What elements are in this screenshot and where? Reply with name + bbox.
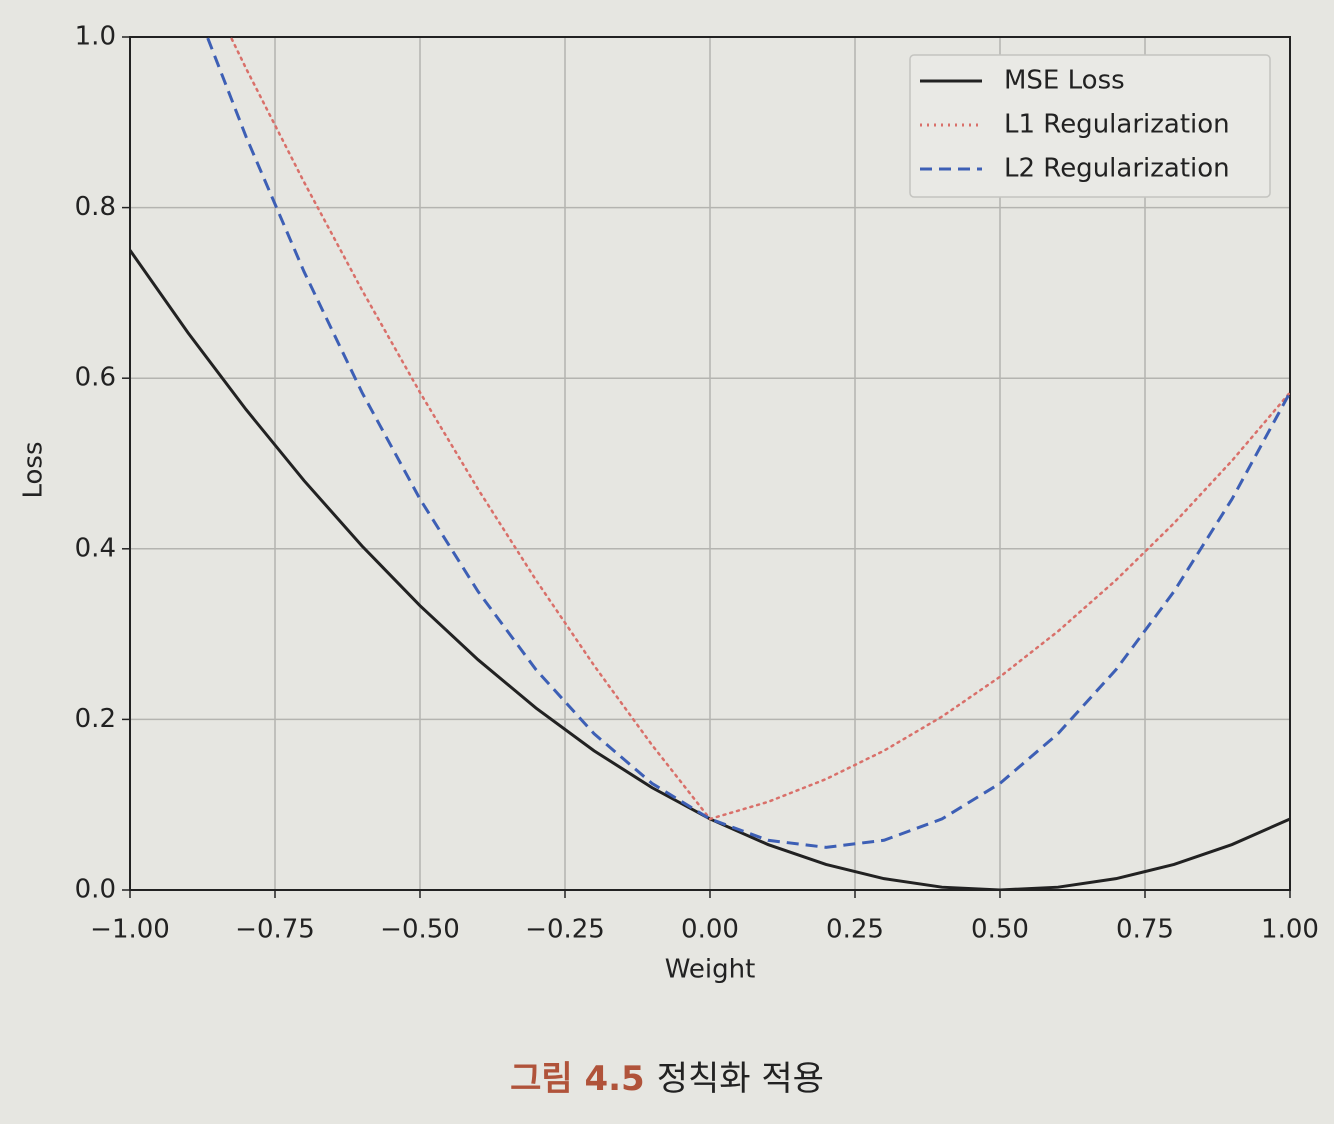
y-tick-label: 1.0	[75, 22, 116, 52]
x-tick-label: 1.00	[1261, 915, 1319, 945]
x-axis-label: Weight	[665, 955, 756, 985]
x-tick-label: 0.00	[681, 915, 739, 945]
x-tick-label: −0.75	[235, 915, 315, 945]
caption: 그림 4.5 정칙화 적용	[510, 1059, 824, 1099]
y-tick-label: 0.0	[75, 875, 116, 905]
x-tick-label: 0.75	[1116, 915, 1174, 945]
y-tick-label: 0.4	[75, 533, 116, 563]
caption-text: 정칙화 적용	[657, 1059, 824, 1099]
x-tick-label: −0.25	[525, 915, 605, 945]
legend-label: L2 Regularization	[1004, 154, 1230, 184]
x-tick-label: −1.00	[90, 915, 170, 945]
x-tick-label: −0.50	[380, 915, 460, 945]
legend-label: MSE Loss	[1004, 66, 1125, 96]
x-tick-label: 0.50	[971, 915, 1029, 945]
x-tick-label: 0.25	[826, 915, 884, 945]
line-series	[205, 37, 1290, 849]
line-series	[229, 37, 1290, 821]
legend-label: L1 Regularization	[1004, 110, 1230, 140]
caption-label: 그림 4.5	[510, 1059, 645, 1099]
plot-area	[130, 37, 1290, 890]
legend-box	[909, 54, 1271, 198]
y-tick-label: 0.2	[75, 704, 116, 734]
y-tick-label: 0.6	[75, 363, 116, 393]
y-tick-label: 0.8	[75, 192, 116, 222]
plot-frame	[129, 36, 1291, 891]
y-axis-label: Loss	[19, 441, 49, 498]
